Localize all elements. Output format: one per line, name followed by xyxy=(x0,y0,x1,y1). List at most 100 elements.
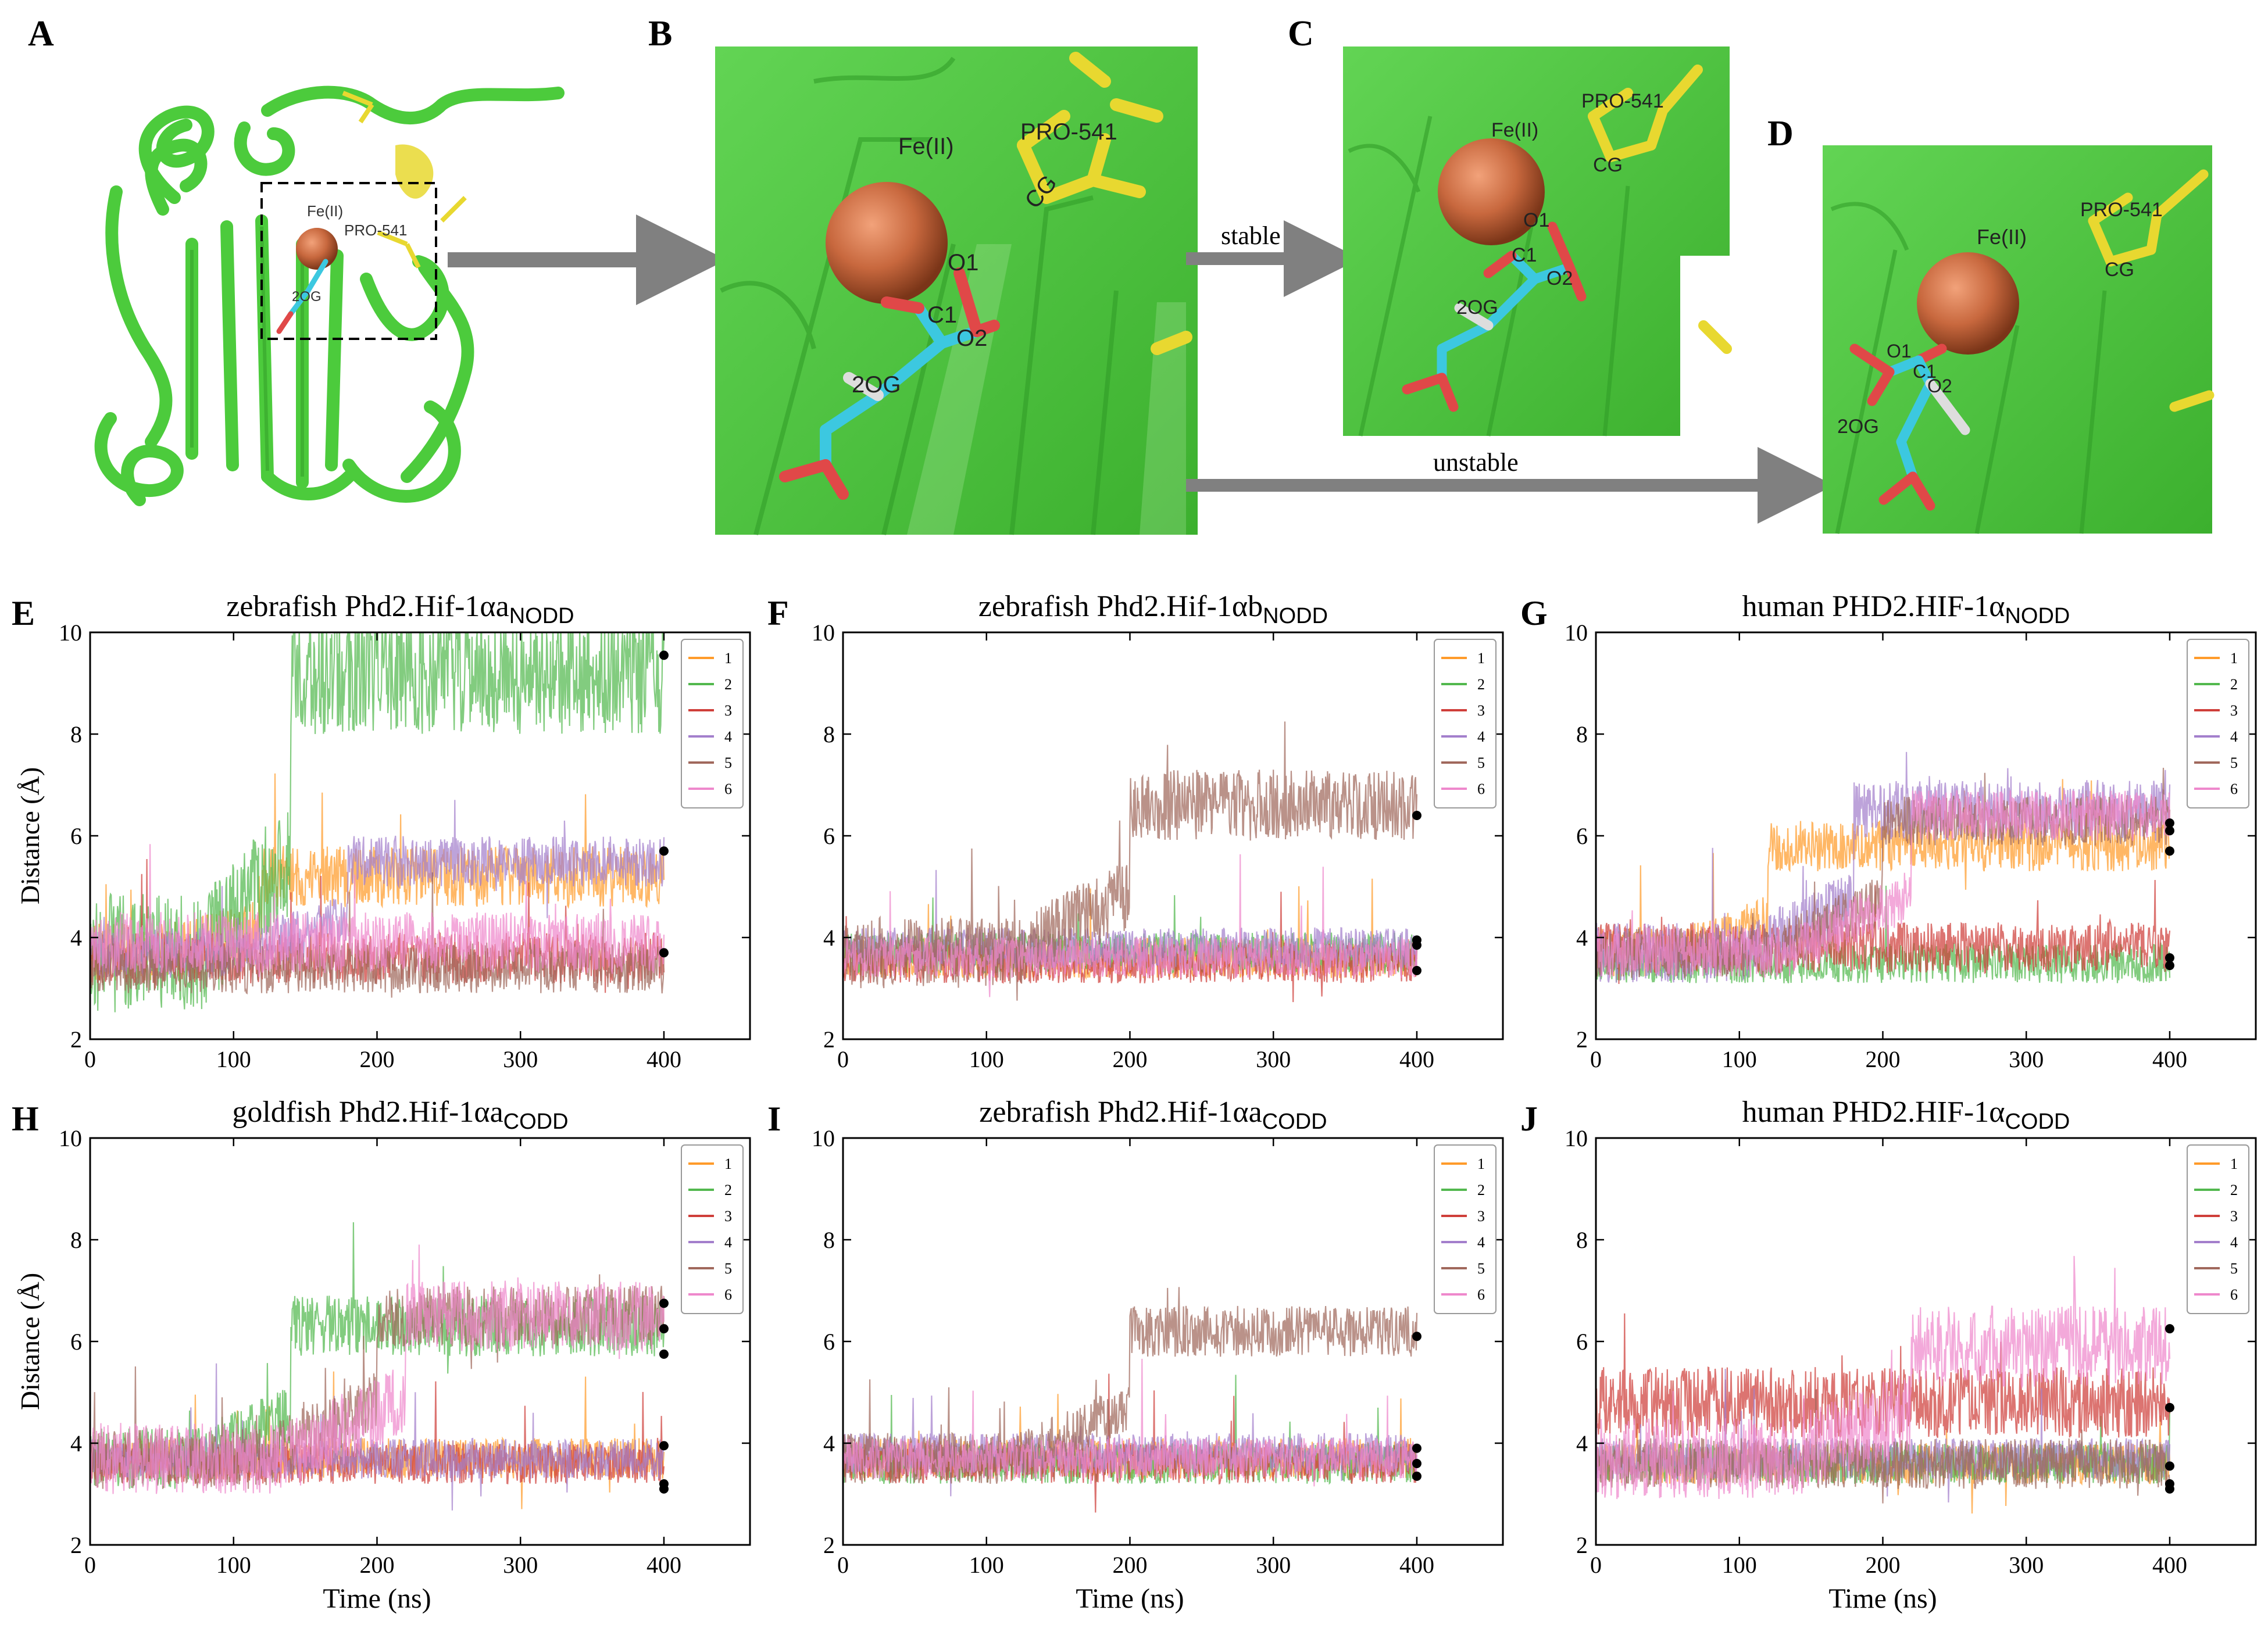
y-tick-label: 10 xyxy=(59,620,82,646)
chart-title-main: zebrafish Phd2.Hif-1αb xyxy=(978,590,1263,623)
end-point-dot xyxy=(659,1441,669,1451)
y-tick-label: 10 xyxy=(1565,620,1588,646)
2og-label-d: 2OG xyxy=(1837,416,1879,438)
o1-label-b: O1 xyxy=(948,250,978,275)
sheet-edges-c xyxy=(1348,116,1630,436)
legend-label-4: 4 xyxy=(2230,728,2238,745)
end-point-dot xyxy=(1412,965,1421,975)
panel-letter-g: G xyxy=(1520,594,1548,632)
legend-label-5: 5 xyxy=(1477,754,1485,771)
chart-title: zebrafish Phd2.Hif-1αbNODD xyxy=(978,590,1328,628)
c1-label-c: C1 xyxy=(1512,244,1537,266)
2og-label-c: 2OG xyxy=(1456,296,1498,319)
end-point-dot xyxy=(2165,961,2174,971)
x-tick-label: 200 xyxy=(1865,1046,1900,1072)
y-tick-label: 8 xyxy=(70,1227,82,1253)
stable-label: stable xyxy=(1221,221,1281,250)
y-tick-label: 2 xyxy=(823,1532,835,1558)
x-axis-label: Time (ns) xyxy=(323,1583,431,1614)
x-tick-label: 100 xyxy=(216,1046,251,1072)
legend-label-1: 1 xyxy=(1477,650,1485,667)
y-tick-label: 6 xyxy=(70,1329,82,1355)
chart-title-subscript: CODD xyxy=(1262,1110,1327,1134)
legend-label-6: 6 xyxy=(2230,1286,2238,1303)
chart-title: human PHD2.HIF-1αCODD xyxy=(1742,1096,2070,1134)
y-tick-label: 2 xyxy=(823,1026,835,1053)
end-point-dot xyxy=(1412,1471,1421,1481)
chart-title: goldfish Phd2.Hif-1αaCODD xyxy=(232,1096,568,1134)
end-point-dot xyxy=(1412,940,1421,950)
legend-label-2: 2 xyxy=(1477,676,1485,693)
panel-letter-d: D xyxy=(1767,114,1794,153)
fe-label-a: Fe(II) xyxy=(307,202,343,220)
panel-d-structure: D Fe(II) PRO-541 CG O1 C1 O2 xyxy=(1767,114,2215,534)
y-tick-label: 10 xyxy=(59,1125,82,1151)
legend-label-1: 1 xyxy=(2230,1155,2238,1172)
x-tick-label: 100 xyxy=(1722,1046,1757,1072)
panel-letter-b: B xyxy=(648,14,672,53)
series-line-6 xyxy=(1596,1255,2171,1500)
pro-sticks-d xyxy=(2088,169,2215,412)
y-tick-label: 4 xyxy=(70,925,82,951)
o2-label-d: O2 xyxy=(1927,375,1952,396)
iron-atom-a xyxy=(296,228,338,270)
legend-label-3: 3 xyxy=(724,1208,732,1225)
legend-box xyxy=(1434,1144,1496,1314)
y-axis-label: Distance (Å) xyxy=(15,1273,45,1410)
series-traces xyxy=(90,1222,665,1511)
x-tick-label: 400 xyxy=(1399,1046,1434,1072)
y-tick-label: 4 xyxy=(1576,925,1588,951)
chart-title: zebrafish Phd2.Hif-1αaNODD xyxy=(226,590,574,628)
2og-label-b: 2OG xyxy=(852,372,901,398)
chart-title-subscript: NODD xyxy=(1263,604,1328,628)
x-tick-label: 0 xyxy=(1590,1552,1602,1578)
chart-title-subscript: NODD xyxy=(2005,604,2070,628)
legend-label-2: 2 xyxy=(724,676,732,693)
legend-label-2: 2 xyxy=(2230,1182,2238,1198)
y-tick-label: 6 xyxy=(823,823,835,849)
fe-label-b: Fe(II) xyxy=(898,134,954,159)
pro-label-c: PRO-541 xyxy=(1581,90,1664,112)
y-tick-label: 6 xyxy=(1576,1329,1588,1355)
x-tick-label: 200 xyxy=(1865,1552,1900,1578)
x-tick-label: 300 xyxy=(503,1046,538,1072)
chart-title-subscript: CODD xyxy=(2005,1110,2070,1134)
legend-label-6: 6 xyxy=(1477,1286,1485,1303)
legend-label-4: 4 xyxy=(724,728,732,745)
cg-label-d: CG xyxy=(2105,259,2134,281)
end-point-dot xyxy=(659,846,669,856)
series-line-5 xyxy=(1596,1389,2171,1504)
series-line-6 xyxy=(1596,790,2171,978)
fe-label-c: Fe(II) xyxy=(1491,119,1538,141)
pro-label-d: PRO-541 xyxy=(2080,199,2163,221)
x-tick-label: 200 xyxy=(359,1046,394,1072)
legend-label-5: 5 xyxy=(724,754,732,771)
y-tick-label: 2 xyxy=(1576,1026,1588,1053)
legend-label-3: 3 xyxy=(724,702,732,719)
legend-label-6: 6 xyxy=(724,1286,732,1303)
o2-label-b: O2 xyxy=(956,325,987,351)
legend-label-6: 6 xyxy=(724,781,732,797)
x-tick-label: 300 xyxy=(2009,1552,2044,1578)
x-tick-label: 100 xyxy=(216,1552,251,1578)
panel-letter-e: E xyxy=(12,594,35,632)
series-line-4 xyxy=(90,800,665,978)
x-tick-label: 0 xyxy=(1590,1046,1602,1072)
x-tick-label: 100 xyxy=(969,1046,1004,1072)
2og-label-a: 2OG xyxy=(292,289,322,305)
legend-label-2: 2 xyxy=(724,1182,732,1198)
series-traces xyxy=(90,632,665,1012)
x-tick-label: 0 xyxy=(837,1046,849,1072)
chart-title-subscript: CODD xyxy=(503,1110,569,1134)
y-tick-label: 2 xyxy=(1576,1532,1588,1558)
chart-title-main: goldfish Phd2.Hif-1αa xyxy=(232,1096,503,1129)
y-tick-label: 10 xyxy=(812,620,835,646)
cg-label-c: CG xyxy=(1593,154,1623,176)
end-point-dot xyxy=(2165,846,2174,856)
chart-title: zebrafish Phd2.Hif-1αaCODD xyxy=(979,1096,1327,1134)
x-tick-label: 200 xyxy=(1112,1046,1147,1072)
sheet-highlights-b xyxy=(907,244,1186,535)
fe-label-d: Fe(II) xyxy=(1977,225,2027,249)
end-point-dot xyxy=(659,1484,669,1494)
